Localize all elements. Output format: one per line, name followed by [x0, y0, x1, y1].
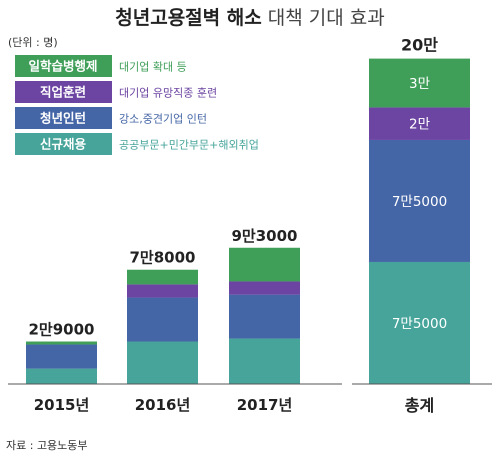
bar-0-series-3: [26, 341, 97, 345]
legend-desc-0: 대기업 확대 등: [119, 61, 187, 74]
legend-swatch-2: [15, 107, 112, 129]
source-note: 자료 : 고용노동부: [6, 439, 88, 452]
total-segment-label-2: 2만: [409, 117, 430, 133]
legend-swatch-1: [15, 81, 112, 103]
legend-desc-2: 강소,중견기업 인턴: [119, 113, 207, 126]
bar-total-label-1: 7만8000: [130, 249, 196, 267]
total-bar-series-2: [369, 107, 470, 140]
bar-0-series-1: [26, 344, 97, 369]
category-label-2: 2017년: [237, 396, 293, 414]
total-segment-label-1: 7만5000: [392, 194, 447, 210]
legend-swatch-0: [15, 55, 112, 77]
chart-title-bold: 청년고용절벽 해소: [115, 7, 261, 29]
unit-label: (단위 : 명): [8, 36, 58, 49]
chart-title-light: 대책 기대 효과: [262, 7, 385, 29]
bar-2-series-2: [229, 281, 300, 295]
bar-total-label-2: 9만3000: [232, 227, 298, 245]
bar-0-series-0: [26, 368, 97, 384]
legend-label-0: 일학습병행제: [28, 59, 97, 74]
legend-label-1: 직업훈련: [40, 85, 86, 100]
yearly-stacked-bar-chart: 2만9000 2015년 7만8000 2016년 9만3000 2017년: [26, 227, 300, 414]
legend-desc-1: 대기업 유망직종 훈련: [119, 87, 217, 100]
bar-1-series-2: [127, 284, 198, 298]
bar-2-series-0: [229, 338, 300, 384]
total-bar-series-0: [369, 261, 470, 384]
legend-swatch-3: [15, 133, 112, 155]
chart-title: 청년고용절벽 해소 대책 기대 효과: [115, 7, 384, 29]
legend-desc-3: 공공부문+민간부문+해외취업: [119, 138, 259, 152]
legend-label-3: 신규채용: [40, 137, 87, 152]
total-category-label: 총계: [405, 396, 434, 415]
bar-1-series-0: [127, 341, 198, 384]
category-label-1: 2016년: [135, 396, 191, 414]
legend-label-2: 청년인턴: [40, 111, 86, 126]
total-bar-total-label: 20만: [401, 36, 438, 55]
bar-2-series-3: [229, 247, 300, 282]
total-bar-series-3: [369, 58, 470, 108]
bar-1-series-3: [127, 269, 198, 285]
total-segment-label-3: 3만: [409, 76, 430, 92]
bar-1-series-1: [127, 297, 198, 342]
bar-total-label-0: 2만9000: [29, 321, 95, 339]
category-label-0: 2015년: [34, 396, 90, 414]
total-segment-label-0: 7만5000: [392, 316, 447, 332]
total-bar-series-1: [369, 139, 470, 262]
bar-2-series-1: [229, 294, 300, 339]
